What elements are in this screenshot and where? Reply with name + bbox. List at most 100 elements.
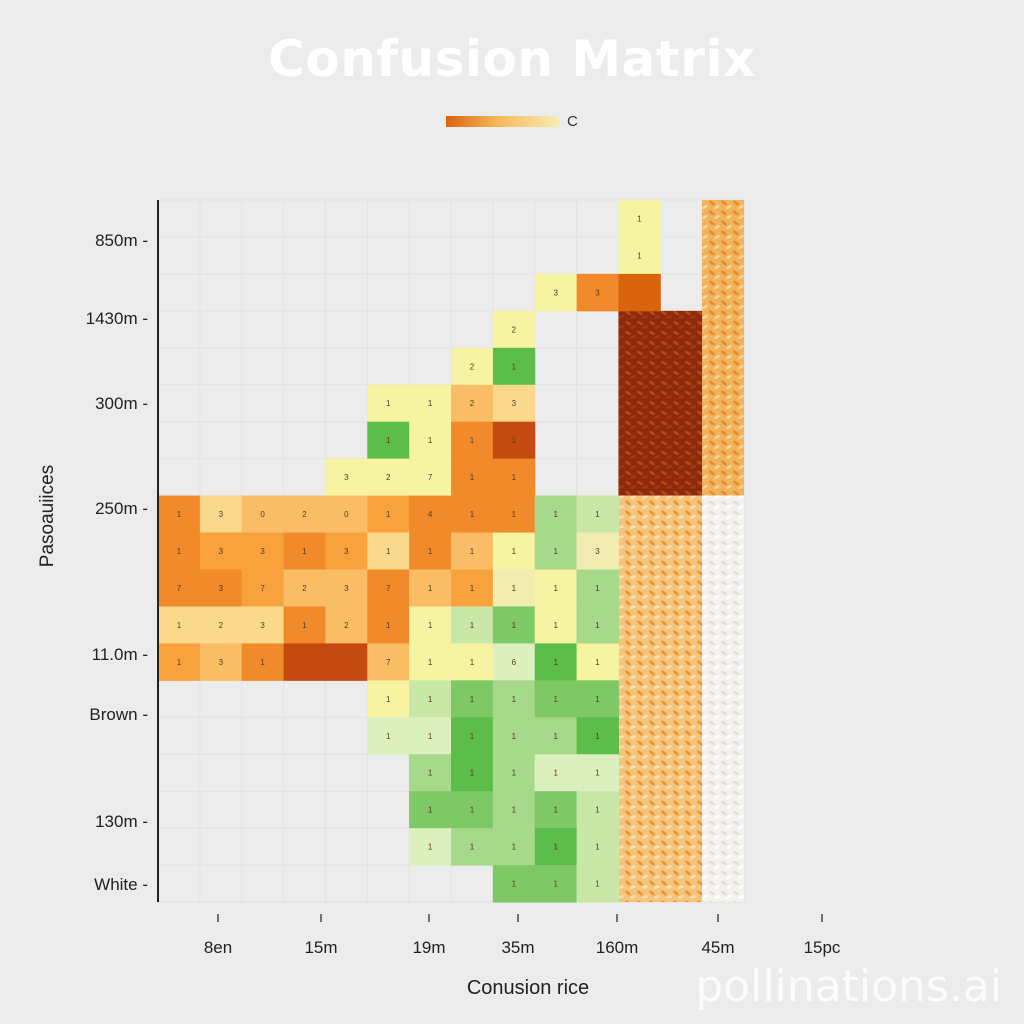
heatmap-cell-label: 1 (177, 510, 182, 519)
heatmap-cell: 1 (283, 532, 326, 570)
heatmap-cell-label: 0 (344, 510, 349, 519)
heatmap-cell-fill (576, 569, 619, 607)
heatmap-cell-fill (534, 606, 578, 644)
heatmap-cell: 3 (241, 532, 285, 570)
heatmap-cell: 1 (451, 643, 494, 681)
heatmap-cell: 3 (492, 384, 536, 423)
heatmap-cell-fill (199, 532, 243, 570)
texture-brown-rice-dark (618, 310, 703, 496)
heatmap-cell-fill (492, 458, 536, 497)
x-tick-label: 35m (501, 938, 535, 957)
heatmap-cell: 1 (451, 495, 494, 534)
heatmap-cell-fill (451, 458, 494, 497)
heatmap-cell-label: 1 (553, 510, 558, 519)
heatmap-cell: 1 (451, 754, 494, 792)
heatmap-cell-label: 7 (260, 584, 265, 593)
heatmap-cell: 1 (576, 495, 619, 534)
legend-label: C (567, 113, 578, 130)
heatmap-cell-fill (576, 532, 619, 570)
heatmap-cell-label: 1 (512, 436, 517, 445)
legend-colorbar (446, 116, 560, 127)
heatmap-cell-fill (409, 643, 452, 681)
heatmap-cell-fill (283, 495, 326, 534)
heatmap-cell-fill (409, 532, 452, 570)
heatmap-cell-fill (576, 643, 619, 681)
watermark: pollinations.ai (695, 961, 1002, 1012)
heatmap-cell-label: 3 (219, 658, 224, 667)
heatmap-cell: 6 (492, 643, 536, 681)
heatmap-cell-label: 2 (302, 584, 307, 593)
heatmap-cell-label: 1 (386, 399, 391, 408)
heatmap-cell-label: 1 (386, 510, 391, 519)
heatmap-cell: 7 (241, 569, 285, 607)
heatmap-cell: 3 (199, 532, 243, 570)
heatmap-cell-fill (409, 384, 452, 423)
heatmap-cell: 1 (492, 569, 536, 607)
heatmap-cell-label: 2 (470, 399, 475, 408)
heatmap-cell-fill (492, 606, 536, 644)
x-tick-label: 8en (203, 938, 233, 957)
heatmap-cell-fill (283, 532, 326, 570)
heatmap-cell-label: 1 (428, 658, 433, 667)
heatmap-cell: 3 (199, 643, 243, 681)
heatmap-cell: 1 (492, 458, 536, 497)
heatmap-cell: 2 (451, 384, 494, 423)
heatmap-cell-fill (492, 532, 536, 570)
heatmap-cell: 1 (492, 421, 536, 460)
heatmap-cell-label: 1 (386, 621, 391, 630)
heatmap-cell: 1 (409, 791, 452, 829)
heatmap-cell-label: 1 (302, 547, 307, 556)
y-tick-label: Brown - (89, 705, 148, 724)
heatmap-cell-label: 1 (470, 547, 475, 556)
heatmap-cell-label: 1 (595, 880, 600, 889)
heatmap-cell-label: 1 (637, 214, 642, 223)
y-axis-title: Pasoauiices (37, 464, 58, 568)
heatmap-cell: 1 (492, 495, 536, 534)
heatmap-cell-label: 1 (553, 732, 558, 741)
heatmap-cell-fill (451, 680, 494, 718)
heatmap-cell-label: 7 (386, 584, 391, 593)
heatmap-cell-fill (534, 828, 578, 866)
heatmap-cell: 1 (576, 791, 619, 829)
heatmap-cell-fill (367, 717, 410, 755)
heatmap-cell-label: 3 (260, 547, 265, 556)
heatmap-cell-fill (492, 865, 536, 903)
heatmap-cell-label: 1 (595, 806, 600, 815)
heatmap-cell: 1 (409, 421, 452, 460)
heatmap-cell-label: 1 (553, 695, 558, 704)
heatmap-cell-fill (451, 754, 494, 792)
heatmap-cells: 1 1 3 3 2 2 1 1 1 2 3 1 1 1 1 3 2 7 1 1 1 3 0 2 0 1 4 1 1 1 1 1 3 3 1 3 1 1 1 1… (158, 200, 661, 903)
heatmap-cell: 1 (492, 828, 536, 866)
heatmap-cell-fill (451, 347, 494, 386)
y-tick-label: 850m - (95, 231, 148, 250)
heatmap-cell: 1 (492, 791, 536, 829)
heatmap-cell-label: 1 (512, 584, 517, 593)
heatmap-cell: 1 (451, 680, 494, 718)
x-axis-title: Conusion rice (466, 977, 590, 999)
heatmap-cell: 0 (241, 495, 285, 534)
heatmap-cell-label: 2 (386, 473, 391, 482)
y-tick-label: 11.0m - (91, 645, 148, 664)
heatmap-cell-fill (618, 236, 661, 275)
heatmap-cell-fill (534, 754, 578, 792)
heatmap-cell-fill (367, 384, 410, 423)
heatmap-cell-fill (576, 273, 619, 312)
heatmap-cell: 1 (534, 643, 578, 681)
heatmap-cell-label: 1 (428, 399, 433, 408)
heatmap-cell: 1 (283, 606, 326, 644)
heatmap-cell-fill (409, 791, 452, 829)
heatmap-cell-fill (451, 495, 494, 534)
heatmap-cell-fill (451, 791, 494, 829)
heatmap-cell-fill (576, 680, 619, 718)
heatmap-cell: 1 (492, 680, 536, 718)
heatmap-cell-label: 7 (386, 658, 391, 667)
heatmap-cell: 1 (451, 532, 494, 570)
heatmap-cell-label: 1 (553, 658, 558, 667)
heatmap-cell: 2 (283, 495, 326, 534)
heatmap-cell-fill (492, 828, 536, 866)
heatmap-cell: 1 (409, 643, 452, 681)
heatmap-cell-label: 3 (344, 473, 349, 482)
heatmap-cell: 1 (409, 754, 452, 792)
heatmap-cell-label: 3 (553, 288, 558, 297)
heatmap-cell-label: 3 (219, 547, 224, 556)
